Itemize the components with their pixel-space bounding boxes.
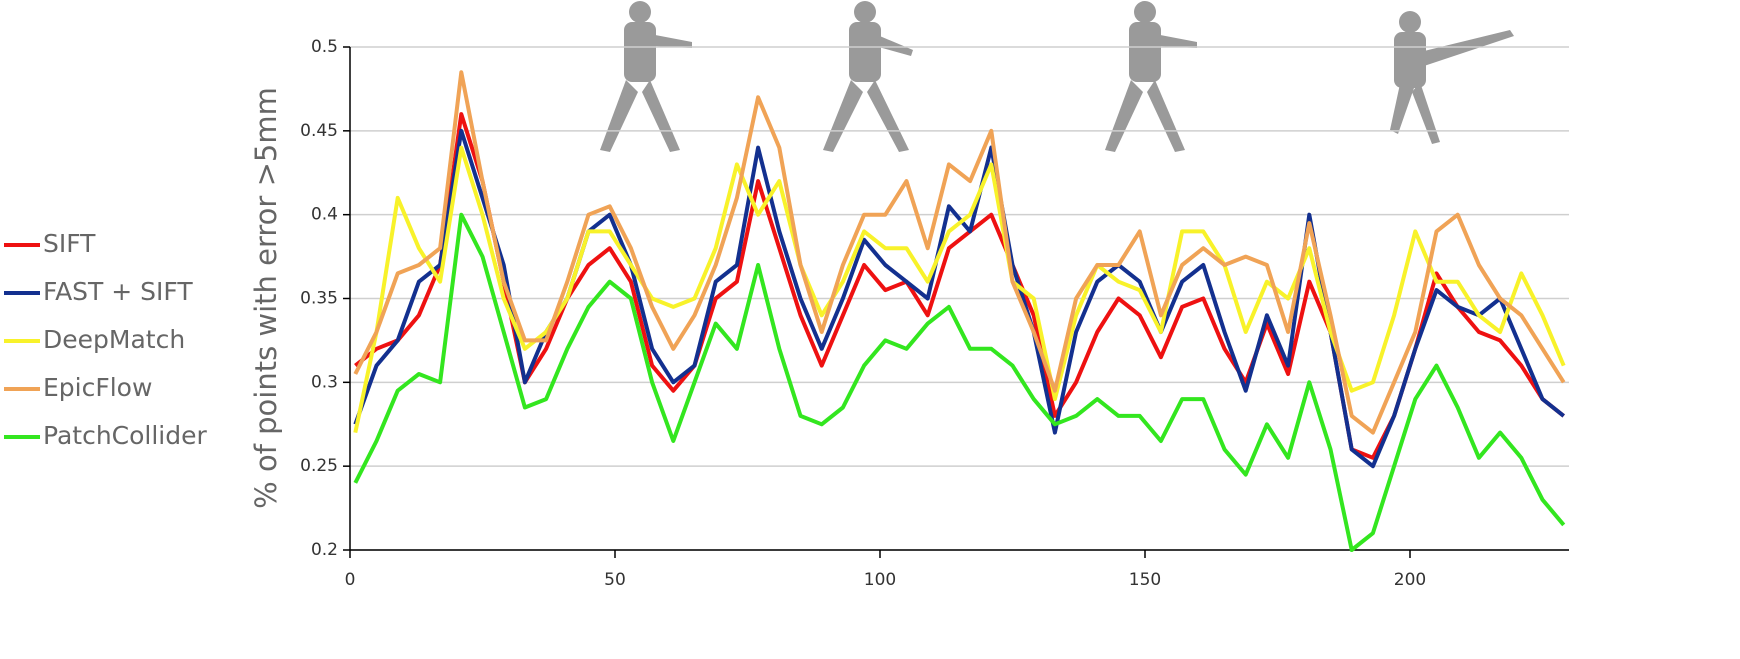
legend-label: SIFT (43, 229, 96, 258)
y-tick-label: 0.25 (300, 456, 338, 476)
y-axis-label: % of points with error >5mm (249, 87, 283, 509)
legend-label: EpicFlow (43, 373, 152, 402)
series-line (353, 70, 1566, 435)
x-tick-label: 150 (1129, 570, 1161, 590)
y-tick-label: 0.3 (311, 372, 338, 392)
legend-label: PatchCollider (43, 421, 208, 450)
series-line (353, 145, 1566, 434)
y-tick-label: 0.2 (311, 540, 338, 560)
y-tick-label: 0.4 (311, 205, 338, 225)
legend-label: DeepMatch (43, 325, 185, 354)
y-tick-label: 0.5 (311, 37, 338, 57)
series-line (353, 212, 1566, 552)
series-line (354, 112, 1565, 460)
x-tick-label: 0 (345, 570, 356, 590)
figure-decoration (600, 1, 1514, 152)
y-tick-label: 0.45 (300, 121, 338, 141)
y-tick-label: 0.35 (300, 289, 338, 309)
legend-label: FAST + SIFT (43, 277, 193, 306)
x-tick-label: 200 (1394, 570, 1426, 590)
x-tick-label: 100 (864, 570, 896, 590)
x-tick-label: 50 (604, 570, 626, 590)
